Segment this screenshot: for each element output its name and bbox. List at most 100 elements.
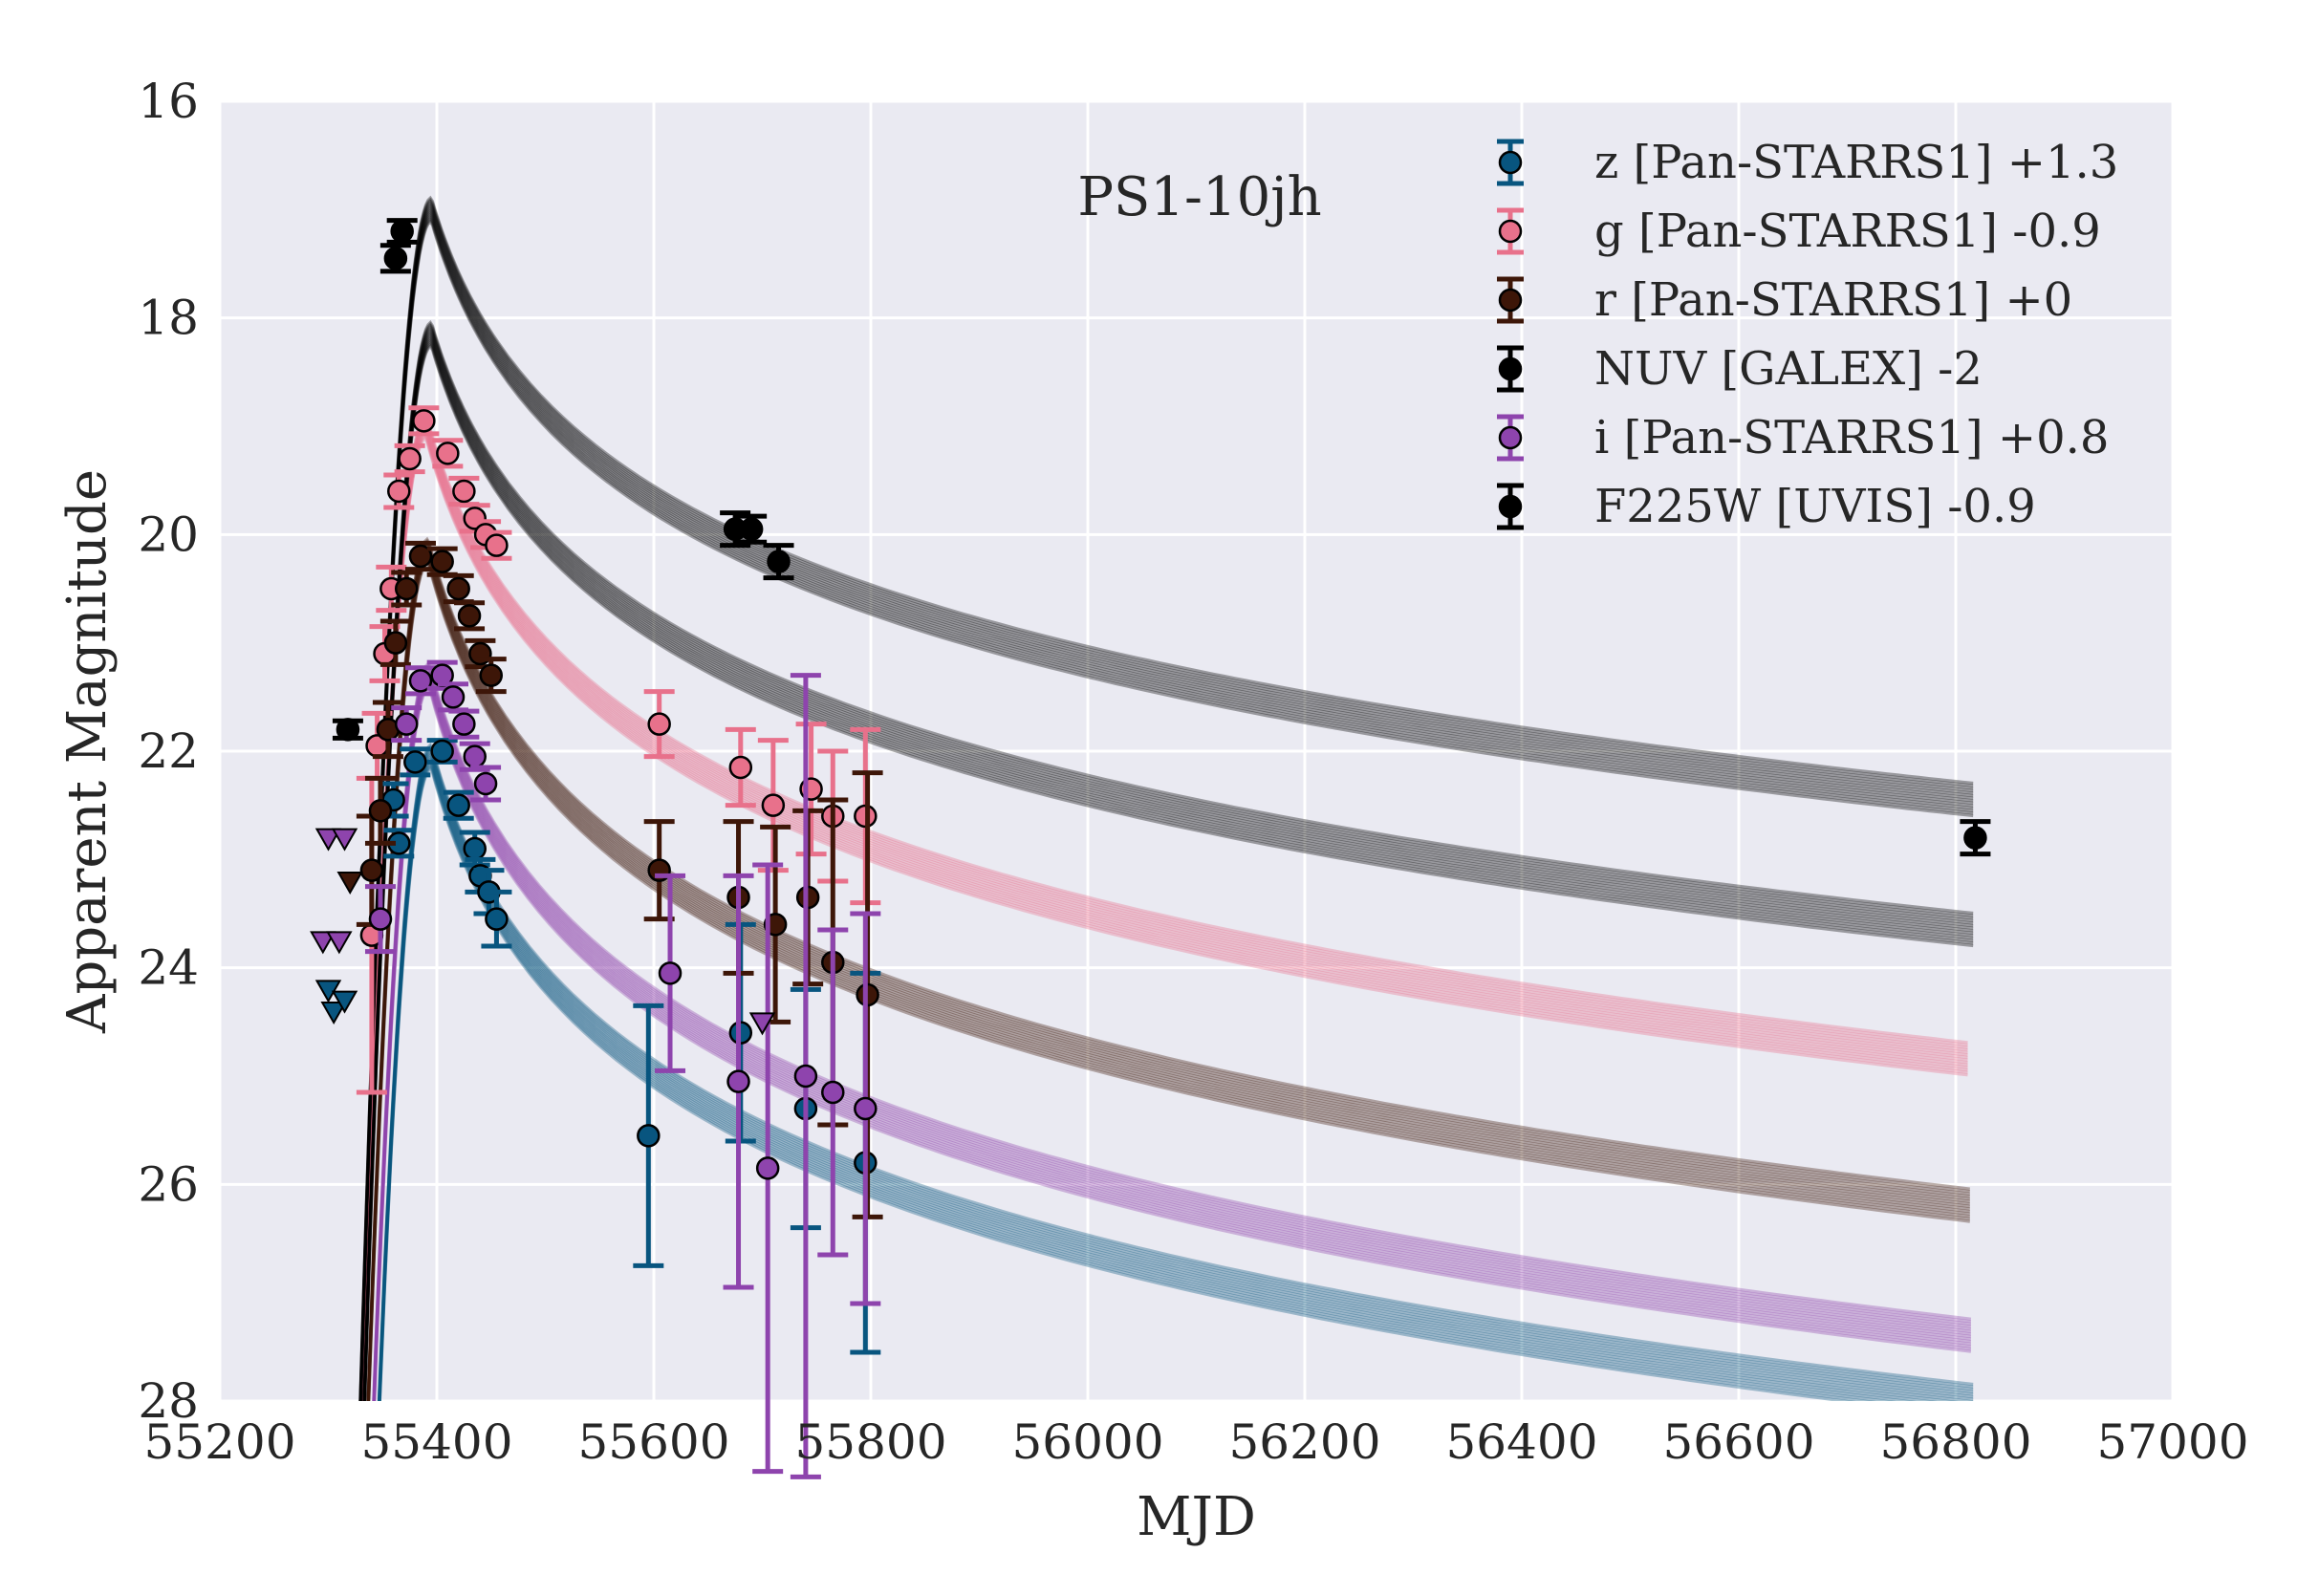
data-point [441,685,466,709]
data-point [452,712,476,736]
data-point [761,793,786,817]
data-point [755,1156,780,1180]
data-point [463,836,487,861]
upper-limit-marker [310,931,336,955]
data-point [387,479,411,504]
x-tick-label: 57000 [2096,1414,2248,1470]
model-curve [358,206,1974,1401]
data-point [485,907,509,931]
y-tick-label: 28 [138,1373,199,1429]
data-point [368,907,393,931]
data-point [446,576,470,601]
legend: z [Pan-STARRS1] +1.3 g [Pan-STARRS1] -0.9… [1497,136,2118,533]
data-point [854,1096,878,1121]
model-curve [362,321,1974,1401]
legend-marker [1498,356,1523,381]
legend-marker [1498,219,1523,244]
legend-entry: NUV [GALEX] -2 [1497,342,1983,396]
x-tick-label: 55400 [360,1414,512,1470]
data-point [452,479,476,504]
data-point [637,1124,661,1148]
legend-label: NUV [GALEX] -2 [1594,342,1983,396]
series-points [310,659,881,1479]
data-point [446,793,470,817]
x-tick-label: 55200 [143,1414,295,1470]
data-point [485,533,509,557]
model-curve [362,323,1974,1401]
y-axis-label: Apparent Magnitude [56,469,119,1034]
data-point [359,858,384,882]
legend-entry: i [Pan-STARRS1] +0.8 [1497,411,2109,464]
x-axis-label: MJD [1137,1486,1256,1548]
upper-limit-marker [748,1012,776,1036]
model-curve [358,197,1974,1401]
model-curve [358,213,1974,1401]
model-curve [360,426,1968,1401]
model-curve [360,424,1968,1401]
data-point [430,739,454,764]
x-tick-label: 56600 [1662,1414,1814,1470]
legend-marker [1498,150,1523,175]
model-curve [362,329,1974,1401]
model-curve [362,319,1974,1401]
x-tick-label: 56200 [1228,1414,1380,1470]
upper-limit-marker [314,828,342,852]
data-point [394,576,419,601]
series-points [720,510,794,581]
y-tick-label: 18 [138,291,199,346]
object-name-annotation: PS1-10jh [1077,166,1321,228]
y-tick-label: 16 [138,74,199,129]
data-point [436,442,460,465]
upper-limit-marker [331,828,358,852]
model-curve [358,203,1974,1401]
data-point [408,669,433,693]
data-point [821,1080,845,1105]
data-point [463,744,487,768]
y-tick-label: 26 [138,1156,199,1212]
x-tick-label: 56400 [1445,1414,1597,1470]
model-curve [360,434,1968,1401]
x-tick-label: 55600 [577,1414,729,1470]
model-curve [358,201,1974,1401]
upper-limit-marker [326,931,353,955]
data-point [457,604,482,628]
x-tick-label: 56000 [1011,1414,1163,1470]
data-point [658,961,683,985]
y-tick-label: 20 [138,507,199,562]
legend-label: z [Pan-STARRS1] +1.3 [1594,136,2118,189]
data-point [383,631,408,655]
model-curve [358,219,1974,1401]
series-points [332,218,1991,857]
legend-entry: g [Pan-STARRS1] -0.9 [1497,205,2101,258]
tick-labels: 55200 55400 55600 55800 56000 56200 56400 56600… [138,74,2248,1470]
data-point [408,544,433,569]
upper-limit-marker [320,1002,347,1025]
data-point [394,712,419,736]
upper-limit-marker [336,872,363,895]
legend-marker [1498,288,1523,313]
x-tick-label: 55800 [794,1414,946,1470]
data-point [793,1064,818,1089]
data-point [739,517,764,541]
x-tick-label: 56800 [1879,1414,2031,1470]
data-point [473,771,498,796]
model-curve [362,327,1974,1401]
data-point [398,446,422,471]
model-curve [358,195,1974,1401]
model-curve [358,211,1974,1401]
legend-label: r [Pan-STARRS1] +0 [1594,273,2072,327]
model-curve [358,208,1974,1401]
model-curve [360,432,1968,1401]
legend-marker [1498,425,1523,450]
legend-label: g [Pan-STARRS1] -0.9 [1594,205,2101,258]
series-points [314,738,881,1355]
data-point [647,712,671,736]
model-curve [358,205,1974,1401]
model-curve [358,217,1974,1401]
data-point [728,755,753,780]
model-curve [360,422,1968,1401]
legend-marker [1498,494,1523,519]
data-point [383,247,408,270]
model-curve [362,325,1974,1401]
